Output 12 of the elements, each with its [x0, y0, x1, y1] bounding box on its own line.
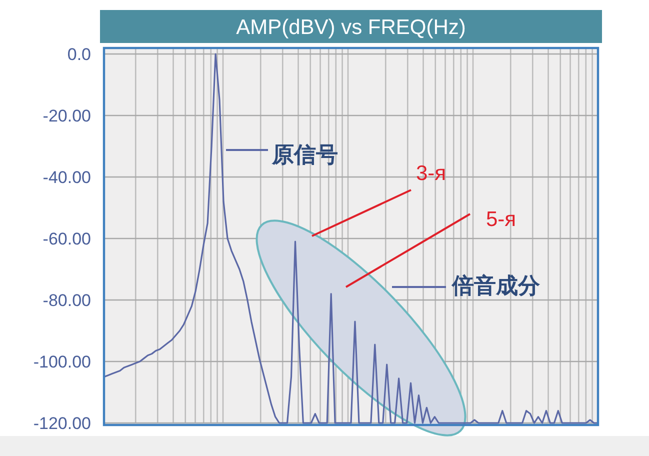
- annotation: 3-я: [416, 162, 446, 185]
- y-tick-label: -80.00: [42, 291, 91, 310]
- y-tick-label: -20.00: [42, 106, 91, 126]
- y-tick-label: -60.00: [42, 230, 91, 248]
- y-tick-label: -40.00: [42, 168, 91, 187]
- annotation: 倍音成分: [451, 273, 541, 298]
- annotation: 5-я: [486, 208, 516, 231]
- chart-title: AMP(dBV) vs FREQ(Hz): [236, 16, 466, 39]
- y-tick-label: 0.0: [67, 45, 91, 64]
- y-tick-label: -100.00: [33, 352, 91, 372]
- annotation: 原信号: [271, 142, 338, 167]
- y-tick-label: -120.00: [33, 414, 91, 433]
